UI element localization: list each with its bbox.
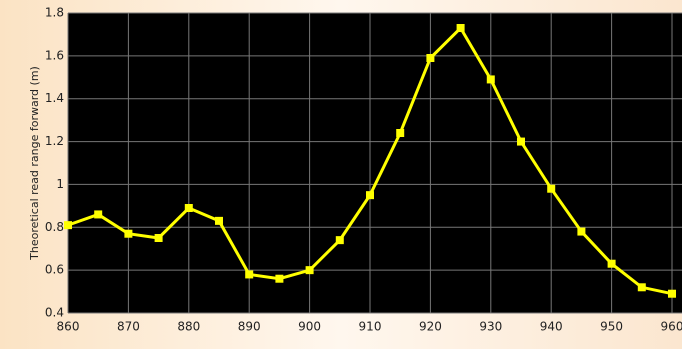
y-axis-label: Theoretical read range forward (m) (28, 66, 41, 261)
data-point (486, 75, 495, 84)
y-tick-label: 1.6 (45, 48, 64, 62)
y-tick-label: 1.2 (45, 134, 64, 148)
data-point (305, 266, 314, 275)
x-tick-label: 880 (177, 320, 200, 334)
x-tick-label: 930 (479, 320, 502, 334)
y-tick-label: 1 (56, 177, 64, 191)
y-tick-label: 1.4 (45, 91, 64, 105)
data-point (396, 129, 405, 137)
data-point (64, 221, 72, 230)
data-point (547, 184, 556, 193)
data-point (668, 289, 676, 298)
x-tick-label: 960 (661, 320, 682, 334)
data-point (215, 216, 223, 225)
data-point (94, 210, 103, 219)
x-tick-label: 860 (57, 320, 80, 334)
data-point (517, 137, 525, 146)
data-point (124, 229, 133, 238)
data-point (456, 24, 465, 32)
data-point (154, 234, 163, 242)
data-point (637, 283, 646, 292)
data-point (366, 191, 374, 200)
data-point (275, 274, 284, 283)
y-tick-label: 0.8 (45, 220, 64, 234)
y-tick-label: 0.4 (45, 306, 64, 320)
y-tick-label: 0.6 (45, 263, 64, 277)
data-point (184, 204, 193, 212)
x-tick-label: 950 (600, 320, 623, 334)
data-point (245, 270, 254, 279)
data-point (577, 227, 586, 236)
x-tick-label: 920 (419, 320, 442, 334)
data-point (335, 236, 344, 245)
x-tick-label: 940 (540, 320, 563, 334)
data-point (426, 54, 435, 62)
x-tick-label: 870 (117, 320, 140, 334)
y-tick-label: 1.8 (45, 6, 64, 20)
x-tick-label: 900 (298, 320, 321, 334)
x-tick-label: 910 (359, 320, 382, 334)
data-point (607, 259, 616, 268)
x-tick-label: 890 (238, 320, 261, 334)
plot-area (68, 13, 682, 313)
